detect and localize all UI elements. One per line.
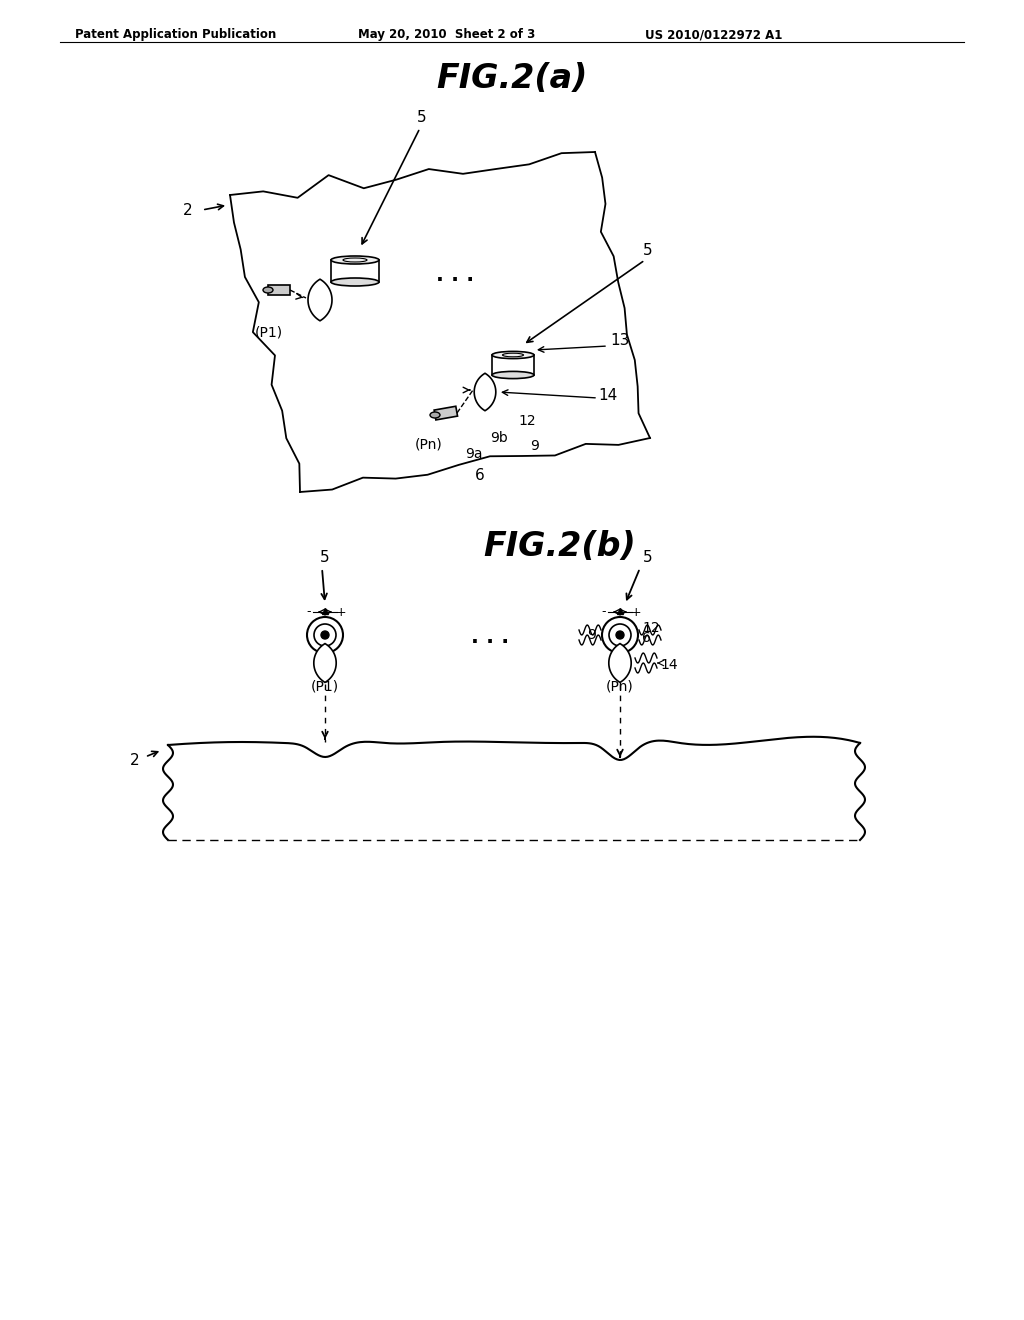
Polygon shape bbox=[331, 260, 379, 282]
Text: -: - bbox=[307, 606, 311, 619]
Polygon shape bbox=[313, 644, 336, 682]
Text: 5: 5 bbox=[321, 550, 330, 565]
Text: -: - bbox=[602, 606, 606, 619]
Text: 12: 12 bbox=[642, 620, 659, 635]
Text: 9: 9 bbox=[530, 440, 539, 453]
Text: FIG.2(b): FIG.2(b) bbox=[483, 531, 636, 564]
Polygon shape bbox=[474, 374, 496, 411]
Text: 9: 9 bbox=[587, 628, 596, 642]
Text: Patent Application Publication: Patent Application Publication bbox=[75, 28, 276, 41]
Text: +: + bbox=[336, 606, 346, 619]
Ellipse shape bbox=[430, 412, 440, 418]
Text: 9b: 9b bbox=[490, 432, 508, 445]
Ellipse shape bbox=[492, 351, 534, 359]
Text: US 2010/0122972 A1: US 2010/0122972 A1 bbox=[645, 28, 782, 41]
Polygon shape bbox=[609, 644, 631, 682]
Text: 9a: 9a bbox=[465, 447, 482, 461]
Circle shape bbox=[321, 631, 329, 639]
Text: +: + bbox=[631, 606, 641, 619]
Polygon shape bbox=[268, 285, 290, 294]
Text: 12: 12 bbox=[518, 414, 536, 428]
Text: (P1): (P1) bbox=[311, 680, 339, 694]
Text: 2: 2 bbox=[130, 752, 139, 768]
Text: 5: 5 bbox=[643, 243, 653, 257]
Text: 14: 14 bbox=[598, 388, 617, 403]
Text: 14: 14 bbox=[660, 657, 678, 672]
Text: 2: 2 bbox=[183, 203, 193, 218]
Text: 13: 13 bbox=[610, 333, 630, 348]
Text: 6: 6 bbox=[642, 631, 651, 645]
Text: FIG.2(a): FIG.2(a) bbox=[436, 62, 588, 95]
Text: . . .: . . . bbox=[436, 265, 474, 285]
Text: May 20, 2010  Sheet 2 of 3: May 20, 2010 Sheet 2 of 3 bbox=[358, 28, 536, 41]
Polygon shape bbox=[492, 355, 534, 375]
Text: (P1): (P1) bbox=[255, 326, 283, 341]
Polygon shape bbox=[308, 280, 332, 321]
Ellipse shape bbox=[331, 256, 379, 264]
Ellipse shape bbox=[263, 286, 273, 293]
Ellipse shape bbox=[331, 279, 379, 286]
Ellipse shape bbox=[492, 371, 534, 379]
Polygon shape bbox=[434, 407, 458, 420]
Text: 6: 6 bbox=[475, 469, 484, 483]
Circle shape bbox=[616, 631, 624, 639]
Text: 5: 5 bbox=[643, 550, 653, 565]
Text: 5: 5 bbox=[417, 110, 427, 125]
Text: (Pn): (Pn) bbox=[415, 437, 442, 451]
Text: . . .: . . . bbox=[471, 627, 509, 647]
Text: (Pn): (Pn) bbox=[606, 680, 634, 694]
